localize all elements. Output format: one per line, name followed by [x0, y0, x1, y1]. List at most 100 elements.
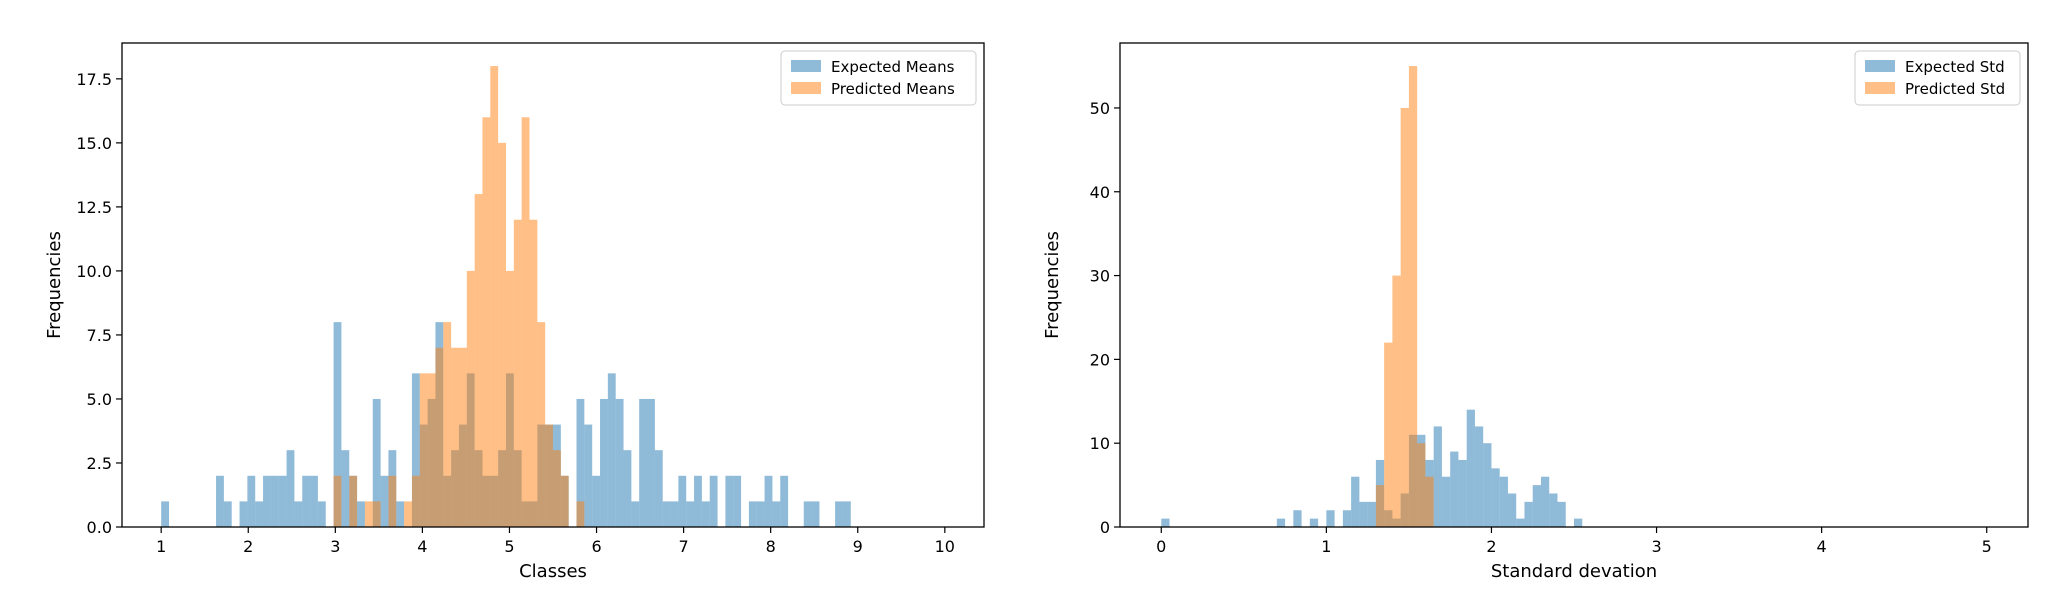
x-tick-label: 8 [766, 537, 776, 556]
y-tick-label: 30 [1090, 267, 1110, 286]
histogram-bar [521, 117, 530, 527]
histogram-bar [278, 475, 287, 527]
histogram-bar [803, 501, 812, 527]
histogram-bar [333, 475, 342, 527]
histogram-bar [1574, 518, 1583, 527]
histogram-bar [811, 501, 820, 527]
histogram-bar [1276, 518, 1286, 527]
histogram-bar [255, 501, 264, 527]
y-tick: 50 [1090, 99, 1120, 118]
histogram-bar [317, 501, 326, 527]
y-tick-label: 2.5 [87, 454, 112, 473]
x-tick-label: 6 [591, 537, 601, 556]
histogram-bar [443, 322, 452, 527]
y-tick: 7.5 [87, 326, 122, 345]
legend-swatch [1865, 82, 1895, 94]
histogram-bar [466, 270, 475, 527]
histogram-bar [576, 501, 585, 527]
histogram-bar [1367, 501, 1376, 527]
histogram-bar [333, 322, 342, 527]
y-tick: 30 [1090, 267, 1120, 286]
histogram-bar [1384, 342, 1393, 527]
y-tick-label: 0 [1100, 518, 1110, 537]
histogram-bar [1450, 451, 1459, 527]
y-tick: 20 [1090, 350, 1120, 369]
histogram-bar [247, 475, 256, 527]
y-tick-label: 10 [1090, 434, 1110, 453]
histogram-bar [701, 501, 710, 527]
axes-frame [1119, 42, 2029, 528]
histogram-bar [694, 475, 702, 527]
y-tick: 0.0 [87, 518, 122, 537]
histogram-bar [600, 398, 608, 527]
x-tick: 7 [679, 527, 689, 556]
y-tick-label: 17.5 [76, 70, 112, 89]
y-tick: 15.0 [76, 134, 122, 153]
x-tick-label: 9 [853, 537, 863, 556]
y-tick-label: 7.5 [87, 326, 112, 345]
y-tick: 5.0 [87, 390, 122, 409]
histogram-bar [1408, 66, 1418, 528]
histogram-bar [435, 347, 444, 527]
histogram-bar [545, 424, 553, 527]
x-tick: 3 [330, 527, 340, 556]
legend: Expected Std Predicted Std [1854, 50, 2021, 106]
histogram-bar [1516, 518, 1525, 527]
histogram-bar [623, 450, 632, 527]
histogram-bar [1351, 476, 1360, 527]
x-tick: 4 [417, 527, 427, 556]
histogram-bar [1425, 476, 1434, 527]
histogram-bar [498, 142, 506, 527]
histogram-bar [560, 475, 569, 527]
histogram-bar [1359, 501, 1368, 527]
x-tick: 5 [504, 527, 515, 556]
x-tick-label: 4 [1817, 537, 1827, 556]
histogram-bar [372, 398, 381, 527]
y-tick: 0 [1100, 518, 1120, 537]
y-axis-label: Frequencies [44, 231, 65, 339]
histogram-bar [1474, 426, 1484, 527]
histogram-bar [411, 373, 420, 527]
histogram-bar [748, 501, 757, 527]
y-tick-label: 40 [1090, 183, 1110, 202]
histogram-bar [1326, 510, 1335, 527]
legend-label: Expected Means [831, 58, 955, 76]
histogram-bar [835, 501, 843, 527]
y-tick-label: 15.0 [76, 134, 112, 153]
series-predicted-std [1375, 66, 1434, 528]
histogram-bar [270, 475, 279, 527]
histogram-bar [654, 450, 663, 527]
histogram-bar [223, 501, 232, 527]
x-tick: 9 [853, 527, 863, 556]
histogram-bar [1557, 501, 1566, 527]
histogram-bar [1499, 476, 1508, 527]
legend-swatch [791, 60, 821, 72]
histogram-bar [725, 475, 734, 527]
legend-label: Predicted Means [831, 80, 955, 98]
histogram-bar [1507, 493, 1517, 527]
legend-label: Predicted Std [1905, 80, 2005, 98]
x-tick: 1 [1321, 527, 1331, 556]
histogram-bar [1524, 501, 1533, 527]
histogram-bar [1549, 493, 1558, 527]
x-tick-label: 3 [330, 537, 340, 556]
histogram-bar [1441, 476, 1451, 527]
histogram-bar [364, 501, 373, 527]
histogram-bar [576, 398, 585, 527]
histogram-bar [780, 475, 789, 527]
x-tick-label: 2 [243, 537, 253, 556]
histogram-bar [678, 475, 687, 527]
axes-frame [121, 42, 985, 528]
series-expected-std [1161, 409, 1583, 527]
histogram-bar [372, 501, 381, 527]
y-tick-label: 12.5 [76, 198, 112, 217]
x-tick: 1 [156, 527, 166, 556]
histogram-bar [592, 475, 601, 527]
histogram-bar [513, 219, 522, 527]
histogram-bar [686, 501, 695, 527]
y-tick-label: 50 [1090, 99, 1110, 118]
histogram-bar [380, 475, 389, 527]
x-tick-label: 1 [1321, 537, 1331, 556]
x-tick-label: 0 [1156, 537, 1166, 556]
